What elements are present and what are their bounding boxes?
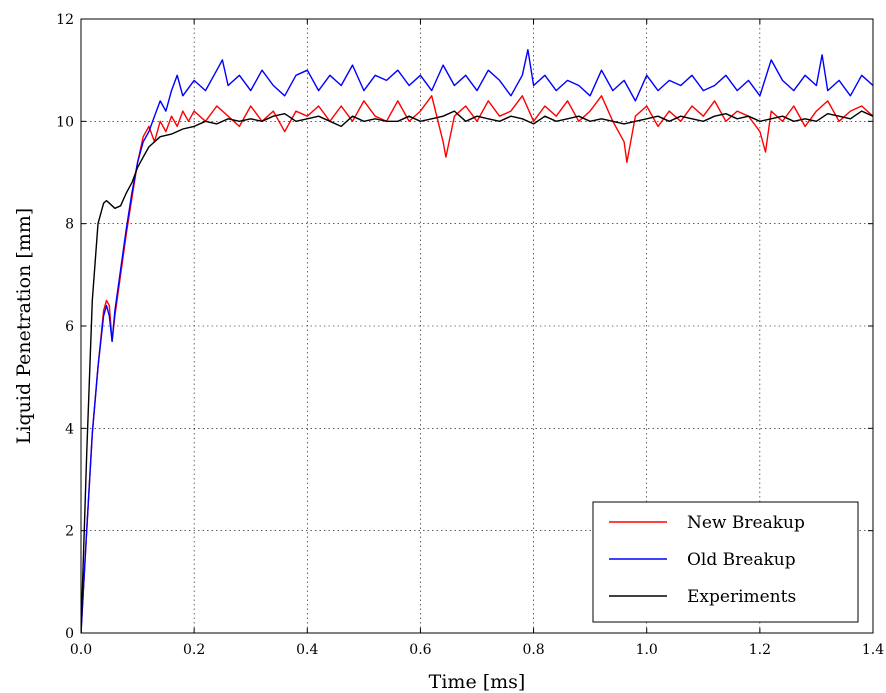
legend-label-new-breakup: New Breakup bbox=[687, 513, 805, 533]
x-tick-label: 0.0 bbox=[70, 642, 92, 658]
x-tick-label: 0.2 bbox=[183, 642, 205, 658]
y-tick-label: 4 bbox=[65, 421, 74, 437]
axis-ticks bbox=[80, 18, 874, 634]
x-tick-label: 0.4 bbox=[296, 642, 318, 658]
y-tick-label: 0 bbox=[65, 626, 74, 642]
legend-label-experiments: Experiments bbox=[687, 587, 796, 607]
x-axis-label: Time [ms] bbox=[429, 671, 526, 693]
y-tick-label: 2 bbox=[65, 524, 74, 540]
y-tick-label: 12 bbox=[56, 12, 74, 28]
y-tick-label: 8 bbox=[65, 217, 74, 233]
y-tick-label: 6 bbox=[65, 319, 74, 335]
series-lines bbox=[81, 49, 873, 633]
x-tick-label: 0.8 bbox=[522, 642, 544, 658]
tick-labels: 0.0 0.2 0.4 0.6 0.8 1.0 1.2 1.4 0 2 4 6 8 10 12 bbox=[56, 12, 884, 658]
legend-label-old-breakup: Old Breakup bbox=[687, 550, 796, 570]
y-axis-label: Liquid Penetration [mm] bbox=[13, 208, 35, 444]
x-tick-label: 1.0 bbox=[636, 642, 658, 658]
x-tick-label: 1.2 bbox=[749, 642, 771, 658]
series-line-old-breakup bbox=[81, 49, 873, 633]
series-line-experiments bbox=[81, 110, 873, 633]
legend: New Breakup Old Breakup Experiments bbox=[592, 501, 859, 623]
x-tick-label: 1.4 bbox=[862, 642, 884, 658]
x-tick-label: 0.6 bbox=[409, 642, 431, 658]
y-tick-label: 10 bbox=[56, 114, 74, 130]
